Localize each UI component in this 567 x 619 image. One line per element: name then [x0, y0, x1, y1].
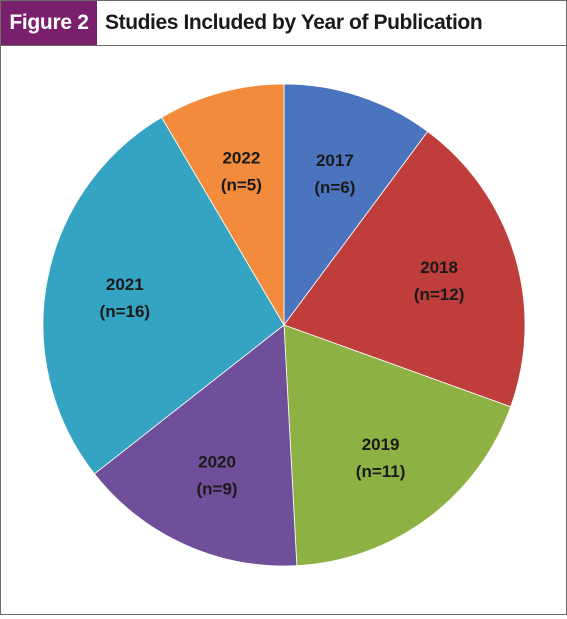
- slice-count-2021: (n=16): [100, 302, 151, 321]
- slice-label-2021: 2021: [106, 275, 144, 294]
- slice-count-2022: (n=5): [221, 176, 262, 195]
- slice-count-2018: (n=12): [414, 285, 465, 304]
- chart-title: Studies Included by Year of Publication: [105, 11, 483, 34]
- pie-slice-2017: [283, 83, 429, 327]
- slice-label-2018: 2018: [420, 258, 458, 277]
- chart-area: 2017 (n=6) 2018 (n=12) 2019 (n=11) 2020 (n=9) 20…: [1, 46, 566, 614]
- slice-label-2022: 2022: [222, 149, 260, 168]
- slice-label-2019: 2019: [362, 435, 400, 454]
- pie-slice-2021: [42, 116, 285, 475]
- slice-label-2020: 2020: [198, 453, 236, 472]
- slice-label-2017: 2017: [316, 151, 354, 170]
- pie-slice-2018: [283, 130, 526, 408]
- figure-header: Figure 2 Studies Included by Year of Pub…: [1, 1, 566, 46]
- figure-label: Figure 2: [1, 1, 97, 45]
- pie-slice-2022: [161, 83, 285, 327]
- slice-count-2017: (n=6): [314, 178, 355, 197]
- pie-slice-2020: [93, 324, 298, 567]
- slice-count-2020: (n=9): [197, 480, 238, 499]
- slice-count-2019: (n=11): [356, 462, 406, 481]
- pie-slice-2019: [283, 324, 512, 567]
- pie-chart: 2017 (n=6) 2018 (n=12) 2019 (n=11) 2020 (n=9) 20…: [42, 83, 526, 567]
